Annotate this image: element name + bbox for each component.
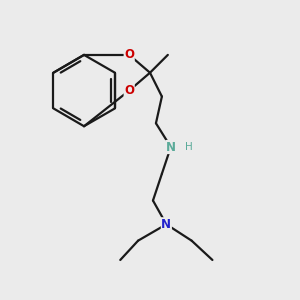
Text: N: N (166, 140, 176, 154)
Text: O: O (124, 84, 134, 97)
Text: N: N (161, 218, 171, 231)
Text: H: H (185, 142, 193, 152)
Text: O: O (124, 48, 134, 62)
